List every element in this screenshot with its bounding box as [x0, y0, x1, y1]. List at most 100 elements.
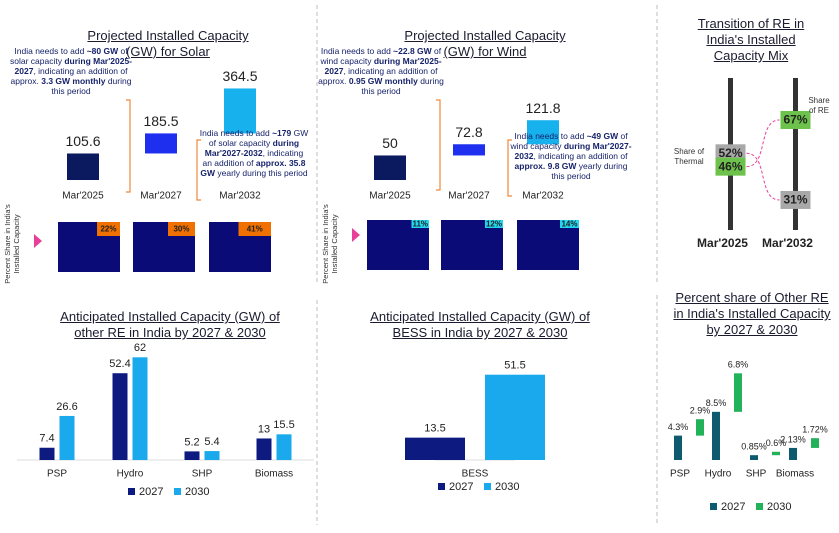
bar [453, 144, 485, 156]
share-marker [715, 157, 746, 176]
annotation-part: ~179 [272, 128, 292, 138]
annotation: India needs to add ~179 GW of solar capa… [199, 128, 309, 178]
annotation-part: during Mar'2027-2032 [514, 141, 632, 161]
bar [811, 438, 819, 448]
share-fill [97, 222, 120, 236]
bar [374, 155, 406, 180]
value-label: 62 [134, 342, 146, 354]
value-label: 5.4 [204, 436, 219, 448]
annotation-part: of wind capacity [320, 46, 442, 66]
annotation: India needs to add ~49 GW of wind capaci… [509, 131, 633, 181]
value-label: 11% [412, 220, 428, 229]
annotation-part: 3.3 GW monthly [41, 76, 106, 86]
legend-swatch [484, 483, 491, 490]
annotation-part: yearly during this period [215, 168, 308, 178]
annotation-part: during this period [51, 76, 132, 96]
share-fill [560, 220, 579, 228]
value-label: 185.5 [143, 113, 178, 129]
annotation-part: 0.95 GW monthly [348, 76, 418, 86]
value-label: 0.85% [741, 442, 767, 452]
annotation-part: during Mar'2027-2032 [204, 138, 300, 158]
legend-label: 2027 [449, 481, 473, 493]
share-fill [411, 220, 429, 228]
annotation-part: India needs to add [514, 131, 587, 141]
connector [746, 152, 780, 201]
value-label: 72.8 [455, 124, 482, 140]
bar [674, 435, 682, 460]
annotation-part: approx. 9.8 GW [514, 161, 577, 171]
value-label: 30% [173, 225, 189, 234]
annotation-part: GW of solar capacity [208, 128, 309, 148]
bar [485, 374, 545, 460]
bar [112, 373, 128, 460]
legend-swatch [710, 503, 717, 510]
bar [527, 120, 559, 145]
x-tick-label: Hydro [117, 469, 144, 480]
x-tick-label: Mar'2027 [140, 191, 182, 202]
bar [772, 451, 780, 456]
chart-title: Projected Installed Capacity (GW) for So… [87, 28, 249, 59]
annotation-part: of wind capacity [510, 131, 628, 151]
annotation-part: , indicating an addition of approx. [318, 66, 438, 86]
x-tick-label: SHP [192, 469, 213, 480]
annotation-part: India needs to add [14, 46, 87, 56]
value-label: 0.6% [766, 438, 787, 448]
annotation-part: during Mar'2025-2027 [324, 56, 442, 76]
annotation-part: ~80 GW [86, 46, 119, 56]
axis-label: Percent Share in India's Installed Capac… [3, 204, 21, 284]
legend-swatch [756, 503, 763, 510]
bar [256, 438, 272, 460]
annotation-part: , indicating an addition of approx. [10, 66, 128, 86]
share-box [441, 220, 503, 270]
x-tick-label: SHP [746, 469, 767, 480]
annotation-part: India needs to add [199, 128, 273, 138]
annotation-part: of solar capacity [9, 46, 128, 66]
value-label: 364.5 [222, 68, 257, 84]
share-marker [780, 190, 811, 209]
value-label: 121.8 [525, 100, 560, 116]
legend-swatch [438, 483, 445, 490]
value-label: 41% [247, 225, 263, 234]
legend-label: 2027 [139, 486, 163, 498]
value-label: 67% [783, 113, 807, 127]
value-label: 13.5 [424, 423, 445, 435]
value-label: 6.8% [728, 360, 749, 370]
bracket [507, 139, 512, 197]
x-tick-label: Mar'2032 [522, 191, 564, 202]
bar [712, 411, 720, 460]
value-label: 4.3% [668, 422, 689, 432]
value-label: 52% [718, 146, 742, 160]
value-label: 5.2 [184, 436, 199, 448]
legend-label: 2030 [495, 481, 519, 493]
share-fill [238, 222, 271, 236]
annotation-part: India needs to add [320, 46, 394, 56]
chart-title: Anticipated Installed Capacity (GW) of o… [60, 309, 280, 340]
value-label: 13 [258, 423, 270, 435]
bar [59, 415, 75, 460]
value-label: 51.5 [504, 360, 525, 372]
annotation-part: , indicating an addition of [202, 148, 304, 168]
annotation-part: during Mar'2025-2027 [14, 56, 133, 76]
value-label: 14% [561, 220, 577, 229]
x-tick-label: Mar'2032 [219, 191, 261, 202]
chart-title: Transition of RE in India's Installed Ca… [697, 16, 805, 63]
legend-swatch [128, 488, 135, 495]
value-label: 7.4 [39, 433, 54, 445]
series-label: Share of Thermal [673, 147, 705, 166]
value-label: 46% [718, 159, 742, 173]
value-label: 31% [783, 193, 807, 207]
value-label: 22% [100, 225, 116, 234]
bar [789, 447, 797, 460]
series-label: Share of RE [808, 96, 830, 115]
annotation-part: ~22.8 GW [393, 46, 432, 56]
x-tick-label: Mar'2027 [448, 191, 490, 202]
timeline [793, 78, 798, 230]
annotation-part: , indicating an addition of [533, 151, 628, 161]
annotation-part: approx. 35.8 GW [200, 158, 306, 178]
share-fill [485, 220, 503, 228]
bracket [436, 99, 441, 191]
value-label: 50 [382, 135, 398, 151]
bar [734, 373, 742, 412]
bar [750, 455, 758, 460]
